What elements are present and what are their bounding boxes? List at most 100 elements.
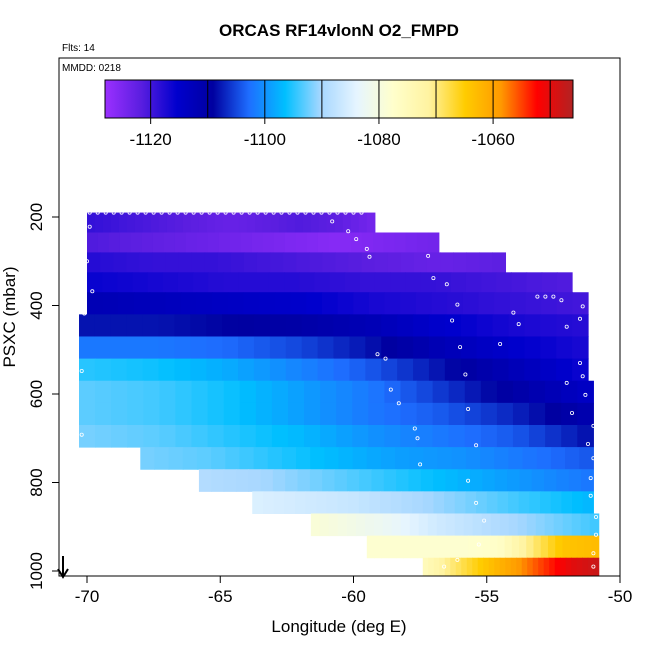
heatmap-cell [118,212,128,233]
heatmap-cell [476,491,488,514]
heatmap-cell [238,358,255,382]
heatmap-cell [196,292,213,315]
heatmap-cell [296,447,311,470]
heatmap-cell [297,469,311,492]
heatmap-cell [142,336,160,360]
heatmap-cell [466,252,480,273]
heatmap-cell [185,232,198,253]
heatmap-cell [571,513,582,537]
heatmap-cell [304,380,321,404]
heatmap-cell [562,513,573,537]
heatmap-cell [208,272,225,293]
heatmap-cell [371,469,385,492]
flight-point [183,210,188,215]
heatmap-cell [207,402,225,426]
heatmap-cell [223,402,241,426]
heatmap-cell [554,557,561,576]
heatmap-cell [87,212,96,233]
heatmap-cell [540,535,549,559]
heatmap-cell [270,252,284,273]
heatmap-cell [481,513,492,537]
heatmap-cell [553,513,564,537]
heatmap-cell [427,232,440,253]
flight-point [287,210,292,215]
heatmap-cell [253,314,271,337]
heatmap-cell [178,252,193,273]
heatmap-cell [549,557,556,576]
flight-track-points [79,210,599,569]
heatmap-cell [320,380,337,404]
flight-point [388,387,393,392]
heatmap-cell [397,314,414,337]
heatmap-cell [100,252,114,273]
flight-point [223,210,228,215]
heatmap-cell [342,212,352,233]
heatmap-cell [482,469,496,492]
heatmap-cell [358,212,368,233]
heatmap-cell [460,336,478,360]
heatmap-cell [243,292,260,315]
heatmap-cell [182,212,192,233]
heatmap-cell [422,491,435,514]
flight-point [586,441,591,446]
heatmap-cell [301,358,319,382]
flight-point [591,564,596,569]
flight-point [343,210,348,215]
flight-point [335,210,340,215]
flight-point [346,229,351,234]
heatmap-cell [328,513,339,537]
heatmap-cell [540,314,557,337]
heatmap-cell [568,469,582,492]
heatmap-cell [556,314,573,337]
heatmap-cell [565,447,580,470]
heatmap-cell [358,491,371,514]
heatmap-cell [464,380,482,404]
heatmap-cell [409,447,425,470]
heatmap-cell [511,535,520,559]
heatmap-cell [198,212,208,233]
heatmap-cell [94,358,112,382]
heatmap-cell [480,447,495,470]
flight-point [354,237,359,242]
heatmap-cell [310,513,321,537]
x-tick-label: -55 [474,587,499,606]
flight-point [591,423,596,428]
heatmap-cell [587,557,594,576]
heatmap-cell [481,272,497,293]
y-tick-label: 200 [27,203,46,231]
heatmap-cell [447,292,464,315]
heatmap-cell [165,252,180,273]
heatmap-cells [79,212,600,576]
heatmap-cell [304,402,321,426]
heatmap-cell [309,252,323,273]
heatmap-cell [427,513,438,537]
heatmap-cell [305,491,317,514]
heatmap-cell [142,314,160,337]
heatmap-cell [320,424,337,448]
heatmap-cell [143,424,160,448]
heatmap-cell [509,292,526,315]
colorbar-tick-label: -1100 [244,130,286,149]
heatmap-cell [480,380,498,404]
heatmap-cell [285,358,303,382]
heatmap-cell [556,272,573,293]
heatmap-cell [516,557,523,576]
heatmap-cell [310,447,325,470]
flight-point [330,219,335,224]
heatmap-cell [492,252,507,273]
heatmap-cell [238,314,255,337]
heatmap-cell [248,469,262,492]
heatmap-cell [246,212,256,233]
heatmap-cell [252,491,264,514]
heatmap-cell [470,469,484,492]
flight-point [231,210,236,215]
heatmap-cell [483,557,490,576]
heatmap-cell [380,491,392,514]
heatmap-cell [517,513,528,537]
heatmap-cell [492,358,510,382]
heatmap-cell [444,557,451,576]
heatmap-cell [206,336,223,360]
heatmap-cell [301,336,319,360]
heatmap-cell [381,314,398,337]
